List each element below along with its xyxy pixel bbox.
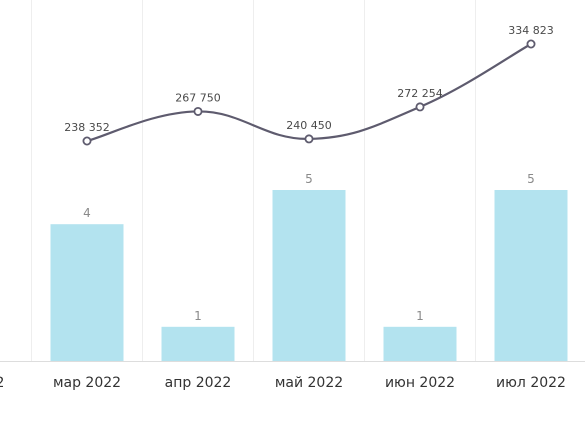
line-value-label: 240 450 [286, 119, 332, 132]
grid-lines [0, 0, 585, 362]
x-tick-label: июн 2022 [385, 375, 455, 391]
bar-value-label: 1 [194, 309, 202, 323]
x-tick-label: мар 2022 [53, 375, 121, 391]
bar[interactable] [272, 190, 346, 361]
line-point[interactable] [82, 136, 92, 146]
bar-value-label: 1 [416, 309, 424, 323]
line-point[interactable] [415, 102, 425, 112]
line-point[interactable] [304, 134, 314, 144]
bar[interactable] [161, 326, 235, 361]
bar-value-label: 4 [83, 206, 91, 220]
line-value-label: 267 750 [175, 91, 221, 104]
line-value-label: 334 823 [508, 24, 554, 37]
line-point[interactable] [526, 39, 536, 49]
x-tick-label: 2 [0, 375, 4, 391]
bar-value-label: 5 [305, 172, 313, 186]
bar-value-label: 5 [527, 172, 535, 186]
x-tick-label: май 2022 [275, 375, 343, 391]
line-series: 238 352 267 750 240 450 272 254 334 823 [64, 24, 554, 146]
x-axis-ticks: 2 мар 2022 апр 2022 май 2022 июн 2022 июл 202… [0, 375, 566, 391]
x-tick-label: апр 2022 [165, 375, 232, 391]
line-value-label: 272 254 [397, 87, 443, 100]
bar[interactable] [383, 326, 457, 361]
bar[interactable] [494, 190, 568, 361]
bar-series: 4 1 5 1 5 [50, 172, 568, 361]
bar[interactable] [50, 224, 124, 361]
line-value-label: 238 352 [64, 121, 110, 134]
x-tick-label: июл 2022 [496, 375, 566, 391]
line-point[interactable] [193, 106, 203, 116]
